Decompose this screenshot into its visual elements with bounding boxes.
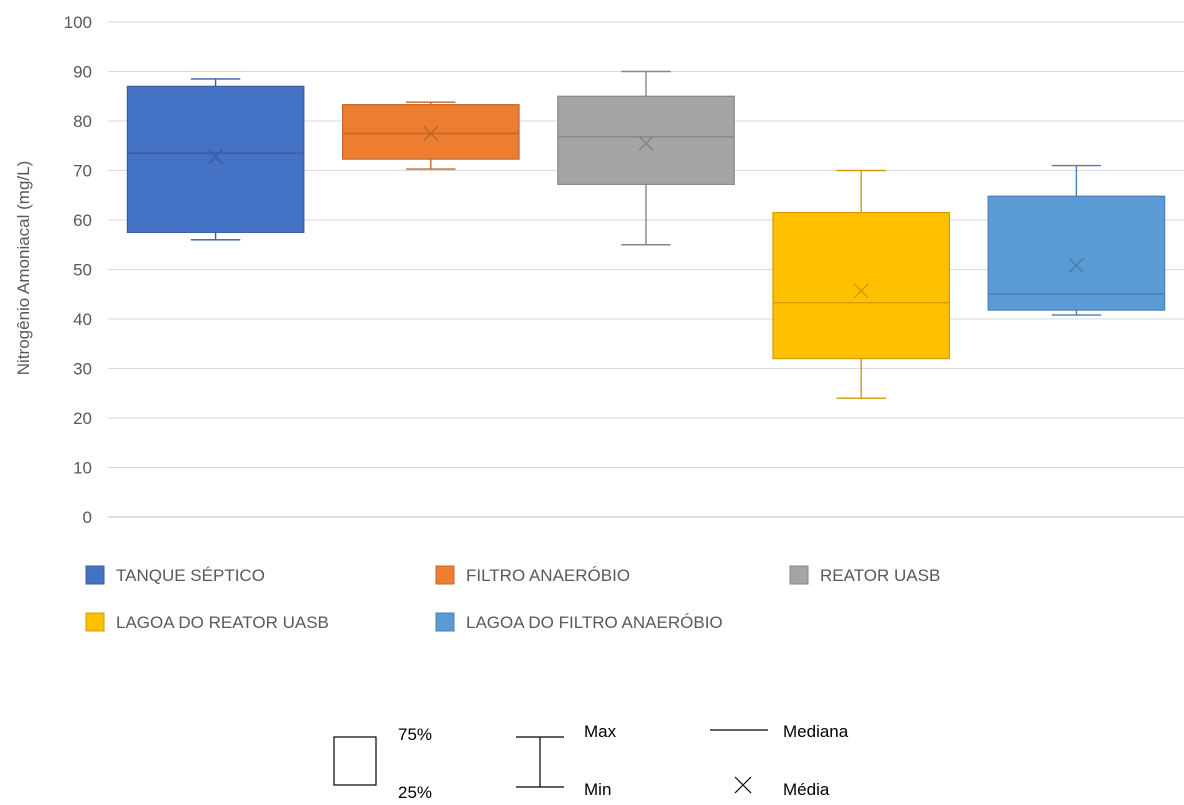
key-box-symbol	[333, 736, 377, 786]
key-median-label: Mediana	[783, 722, 849, 741]
mean-marker-b	[1068, 257, 1084, 274]
box-iqr	[557, 95, 735, 185]
box-iqr	[987, 195, 1166, 311]
y-axis-label: Nitrogênio Amoniacal (mg/L)	[14, 161, 33, 375]
legend-swatch	[789, 565, 809, 585]
y-tick-label: 50	[73, 261, 92, 280]
legend-item: REATOR UASB	[789, 565, 940, 585]
legend-item: LAGOA DO REATOR UASB	[85, 612, 329, 632]
y-tick-label: 80	[73, 112, 92, 131]
mean-marker-b	[208, 149, 224, 165]
legend-item: TANQUE SÉPTICO	[85, 565, 265, 585]
legend-swatch	[435, 612, 455, 632]
legend: TANQUE SÉPTICO FILTRO ANAERÓBIO REATOR UAS…	[85, 565, 940, 632]
box-group	[126, 78, 305, 241]
key-max-label: Max	[584, 722, 617, 741]
box-group	[557, 70, 735, 246]
box-iqr	[126, 85, 305, 233]
box-group	[987, 164, 1166, 316]
mean-marker-b	[423, 125, 439, 141]
legend-item: LAGOA DO FILTRO ANAERÓBIO	[435, 612, 723, 632]
legend-label: LAGOA DO FILTRO ANAERÓBIO	[466, 613, 723, 632]
y-axis-ticks: 0 10 20 30 40 50 60 70 80 90 100	[64, 13, 92, 527]
y-tick-label: 70	[73, 162, 92, 181]
key-min-label: Min	[584, 780, 611, 799]
y-tick-label: 90	[73, 63, 92, 82]
key-mean-label: Média	[783, 780, 830, 799]
y-tick-label: 0	[83, 508, 92, 527]
y-tick-label: 10	[73, 459, 92, 478]
legend-item: FILTRO ANAERÓBIO	[435, 565, 630, 585]
legend-label: LAGOA DO REATOR UASB	[116, 613, 329, 632]
key-box-top-label: 75%	[398, 725, 432, 744]
legend-swatch	[85, 565, 105, 585]
key-box-bottom-label: 25%	[398, 783, 432, 800]
legend-label: TANQUE SÉPTICO	[116, 566, 265, 585]
boxes	[126, 70, 1166, 399]
box-group	[772, 169, 951, 399]
box-iqr	[772, 211, 951, 360]
y-tick-label: 100	[64, 13, 92, 32]
y-tick-label: 20	[73, 409, 92, 428]
boxplot-key: 75% 25% Max Min Mediana Média	[333, 722, 849, 802]
key-mean-mark-b	[734, 776, 752, 794]
legend-swatch	[85, 612, 105, 632]
legend-label: FILTRO ANAERÓBIO	[466, 566, 630, 585]
y-tick-label: 40	[73, 310, 92, 329]
box-group	[341, 101, 520, 170]
box-iqr	[341, 104, 520, 160]
mean-marker-b	[638, 135, 654, 151]
y-tick-label: 60	[73, 211, 92, 230]
legend-swatch	[435, 565, 455, 585]
legend-label: REATOR UASB	[820, 566, 940, 585]
mean-marker-b	[853, 283, 869, 299]
y-tick-label: 30	[73, 360, 92, 379]
